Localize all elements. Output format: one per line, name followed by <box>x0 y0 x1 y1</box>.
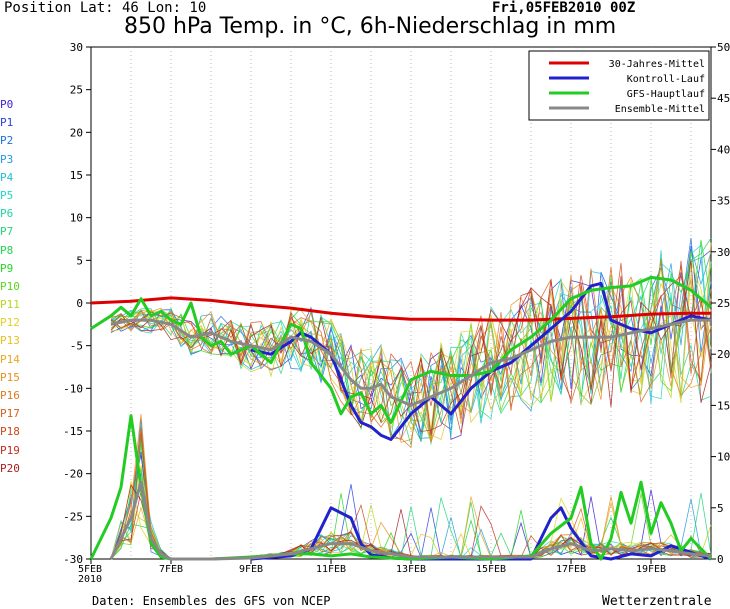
y-left-tick-label: 15 <box>70 169 83 182</box>
y-right-tick-label: 45 <box>717 92 730 105</box>
brand-label: Wetterzentrale <box>602 594 712 609</box>
x-tick-label: 5FEB <box>78 564 102 575</box>
y-right-tick-label: 0 <box>717 553 724 566</box>
member-temp-line-p16 <box>110 258 712 449</box>
x-tick-label: 15FEB <box>476 564 506 575</box>
y-left-tick-label: -10 <box>63 382 83 395</box>
ensemble-member-list: P0 P1 P2 P3 P4 P5 P6 P7 P8 P9 P10 P11 P12 P13 P14 P15 P1… <box>0 96 20 478</box>
y-left-tick-label: 5 <box>76 254 83 267</box>
y-right-tick-label: 5 <box>717 502 724 515</box>
y-right-tick-label: 25 <box>717 297 730 310</box>
member-label-p1: P1 <box>0 116 14 130</box>
y-left-tick-label: 10 <box>70 212 83 225</box>
y-right-tick-label: 15 <box>717 399 730 412</box>
chart-title: 850 hPa Temp. in °C, 6h-Niederschlag in … <box>124 14 617 39</box>
x-tick-label: 17FEB <box>556 564 586 575</box>
y-left-tick-label: -25 <box>63 510 83 523</box>
y-right-tick-label: 20 <box>717 348 730 361</box>
legend-label: Ensemble-Mittel <box>615 104 705 115</box>
x-tick-label: 19FEB <box>636 564 666 575</box>
series-30-jahres-mittel <box>90 296 711 322</box>
member-label-p17: P17 <box>0 407 20 421</box>
y-right-tick-label: 10 <box>717 451 730 464</box>
member-label-p8: P8 <box>0 243 14 257</box>
series-gfs-hauptlauf-temp <box>90 275 712 424</box>
member-label-p6: P6 <box>0 207 14 221</box>
run-datetime: Fri,05FEB2010 00Z <box>492 0 636 16</box>
member-temp-line-p18 <box>110 260 712 434</box>
member-label-p14: P14 <box>0 352 20 366</box>
y-left-tick-label: 30 <box>70 41 83 54</box>
x-tick-sublabel: 2010 <box>78 574 102 585</box>
data-source-note: Daten: Ensembles des GFS von NCEP <box>92 594 331 608</box>
member-label-p19: P19 <box>0 443 20 457</box>
y-right-tick-label: 30 <box>717 246 730 259</box>
member-label-p7: P7 <box>0 225 14 239</box>
member-label-p0: P0 <box>0 98 14 111</box>
position-label: Position Lat: 46 Lon: 10 <box>4 0 207 16</box>
y-left-tick-label: -15 <box>63 425 83 438</box>
member-label-p4: P4 <box>0 170 14 184</box>
y-left-tick-label: -5 <box>70 340 83 353</box>
y-left-tick-label: -20 <box>63 468 83 481</box>
member-temp-line-p19 <box>110 275 712 433</box>
y-right-tick-label: 50 <box>717 41 730 54</box>
member-temp-line-p15 <box>110 274 712 443</box>
x-tick-label: 9FEB <box>239 564 263 575</box>
legend-label: Kontroll-Lauf <box>627 74 705 85</box>
member-label-p18: P18 <box>0 425 20 439</box>
member-label-p13: P13 <box>0 334 20 348</box>
member-temp-line-p17 <box>110 265 712 428</box>
member-label-p10: P10 <box>0 279 20 293</box>
legend-label: GFS-Hauptlauf <box>627 89 705 100</box>
legend-label: 30-Jahres-Mittel <box>609 59 705 70</box>
member-label-p2: P2 <box>0 134 14 148</box>
member-label-p16: P16 <box>0 389 20 402</box>
x-tick-label: 7FEB <box>159 564 183 575</box>
member-label-p11: P11 <box>0 298 20 312</box>
member-label-p9: P9 <box>0 261 14 275</box>
member-label-p3: P3 <box>0 152 14 166</box>
y-left-tick-label: 20 <box>70 126 83 139</box>
member-label-p12: P12 <box>0 316 20 330</box>
member-label-p5: P5 <box>0 188 14 202</box>
y-left-tick-label: 0 <box>76 297 83 310</box>
x-tick-label: 11FEB <box>316 564 346 575</box>
series-ensemble-mittel-temp <box>110 318 711 407</box>
x-tick-label: 13FEB <box>396 564 426 575</box>
member-label-p15: P15 <box>0 370 20 384</box>
member-label-p20: P20 <box>0 461 20 475</box>
y-right-tick-label: 40 <box>717 143 730 156</box>
y-left-tick-label: -30 <box>63 553 83 566</box>
y-right-tick-label: 35 <box>717 195 730 208</box>
series-gfs-hauptlauf-precip <box>89 414 713 561</box>
series-ensemble-mittel-precip <box>109 480 712 561</box>
y-left-tick-label: 25 <box>70 84 83 97</box>
